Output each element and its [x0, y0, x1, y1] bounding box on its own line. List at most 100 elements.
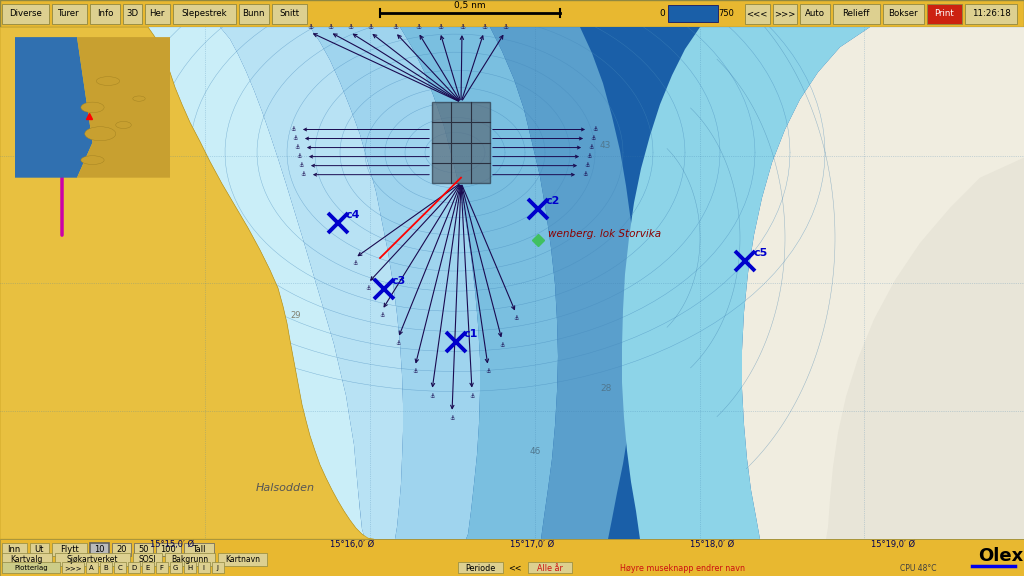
Text: Print: Print	[934, 9, 954, 18]
Text: 43: 43	[600, 141, 611, 150]
FancyBboxPatch shape	[172, 3, 236, 24]
Text: Sjøkartverket: Sjøkartverket	[67, 555, 118, 564]
Text: ⚓: ⚓	[415, 24, 421, 30]
Text: E: E	[145, 565, 150, 571]
FancyBboxPatch shape	[165, 553, 215, 566]
Text: <<<: <<<	[746, 9, 768, 18]
Text: 100: 100	[161, 545, 176, 554]
Text: Diverse: Diverse	[9, 9, 42, 18]
Text: Relieff: Relieff	[843, 9, 870, 18]
FancyBboxPatch shape	[156, 543, 180, 556]
FancyBboxPatch shape	[141, 562, 154, 573]
Text: H: H	[187, 565, 193, 571]
Text: ⚓: ⚓	[392, 24, 398, 30]
Text: ⚓: ⚓	[293, 136, 298, 141]
FancyBboxPatch shape	[833, 3, 880, 24]
Text: 11:26:18: 11:26:18	[972, 9, 1011, 18]
Text: 50: 50	[138, 545, 148, 554]
FancyBboxPatch shape	[128, 562, 139, 573]
Text: Inn: Inn	[7, 545, 20, 554]
Text: Her: Her	[150, 9, 165, 18]
Ellipse shape	[81, 102, 104, 113]
Text: ⚓: ⚓	[298, 163, 304, 168]
FancyBboxPatch shape	[800, 3, 830, 24]
Ellipse shape	[81, 156, 104, 165]
FancyBboxPatch shape	[2, 543, 27, 556]
FancyBboxPatch shape	[183, 543, 213, 556]
FancyBboxPatch shape	[62, 562, 84, 573]
FancyBboxPatch shape	[271, 3, 307, 24]
FancyBboxPatch shape	[123, 3, 142, 24]
FancyBboxPatch shape	[90, 543, 109, 556]
Text: ⚓: ⚓	[437, 24, 443, 30]
Text: ⚓: ⚓	[513, 316, 519, 321]
Text: 15°17,0′ Ø: 15°17,0′ Ø	[510, 540, 554, 549]
Text: Bunn: Bunn	[243, 9, 265, 18]
Polygon shape	[148, 27, 374, 539]
Text: Info: Info	[97, 9, 114, 18]
Text: Ut: Ut	[35, 545, 44, 554]
FancyBboxPatch shape	[965, 3, 1017, 24]
Polygon shape	[220, 27, 403, 539]
FancyBboxPatch shape	[54, 553, 130, 566]
Text: ⚓: ⚓	[499, 343, 505, 348]
Polygon shape	[0, 27, 374, 539]
FancyBboxPatch shape	[458, 562, 503, 573]
Text: ⚓: ⚓	[367, 24, 373, 30]
Text: G: G	[173, 565, 178, 571]
Ellipse shape	[85, 127, 116, 141]
Text: ⚓: ⚓	[379, 313, 385, 318]
Text: ⚓: ⚓	[450, 416, 455, 420]
Text: 29: 29	[290, 311, 300, 320]
Text: 46: 46	[530, 447, 542, 456]
FancyBboxPatch shape	[772, 3, 797, 24]
Text: Auto: Auto	[805, 9, 825, 18]
FancyBboxPatch shape	[86, 562, 97, 573]
Text: c4: c4	[346, 210, 360, 219]
Text: C: C	[117, 565, 122, 571]
FancyBboxPatch shape	[134, 543, 153, 556]
FancyBboxPatch shape	[2, 562, 60, 573]
Text: Kartvalg: Kartvalg	[10, 555, 43, 564]
Text: ⚓: ⚓	[592, 127, 598, 132]
Text: 15°16,0′ Ø: 15°16,0′ Ø	[330, 540, 374, 549]
Polygon shape	[400, 27, 558, 539]
Text: ⚓: ⚓	[327, 24, 333, 30]
Polygon shape	[490, 27, 636, 539]
Text: 3D: 3D	[126, 9, 138, 18]
Text: 0: 0	[659, 9, 665, 18]
Text: 15°19,0′ Ø: 15°19,0′ Ø	[870, 540, 914, 549]
Text: Høyre museknapp endrer navn: Høyre museknapp endrer navn	[620, 563, 745, 573]
Text: ⚓: ⚓	[291, 127, 296, 132]
Polygon shape	[310, 27, 480, 539]
Text: F: F	[160, 565, 164, 571]
FancyBboxPatch shape	[51, 543, 87, 556]
Ellipse shape	[96, 77, 120, 85]
Polygon shape	[608, 27, 870, 539]
Text: ⚓: ⚓	[502, 24, 508, 30]
Text: 15°15,0′ Ø: 15°15,0′ Ø	[150, 540, 194, 549]
FancyBboxPatch shape	[156, 562, 168, 573]
Text: ⚓: ⚓	[413, 369, 418, 374]
Text: Bakgrunn: Bakgrunn	[171, 555, 208, 564]
Text: Periode: Periode	[465, 563, 496, 573]
Text: c1: c1	[464, 329, 478, 339]
Polygon shape	[640, 27, 1024, 539]
Text: Kartnavn: Kartnavn	[225, 555, 260, 564]
Text: Bokser: Bokser	[888, 9, 918, 18]
FancyBboxPatch shape	[2, 553, 51, 566]
Text: 20: 20	[117, 545, 127, 554]
Text: wenberg. lok Storvika: wenberg. lok Storvika	[548, 229, 662, 239]
Ellipse shape	[133, 96, 145, 101]
FancyBboxPatch shape	[198, 562, 210, 573]
Text: ⚓: ⚓	[307, 24, 313, 30]
FancyBboxPatch shape	[170, 562, 181, 573]
FancyBboxPatch shape	[527, 562, 572, 573]
Text: ⚓: ⚓	[395, 342, 400, 346]
Text: ⚓: ⚓	[590, 136, 596, 141]
Text: ⚓: ⚓	[294, 145, 300, 150]
Text: 10: 10	[94, 545, 104, 554]
Text: D: D	[131, 565, 136, 571]
Text: ⚓: ⚓	[584, 163, 590, 168]
FancyBboxPatch shape	[239, 3, 268, 24]
